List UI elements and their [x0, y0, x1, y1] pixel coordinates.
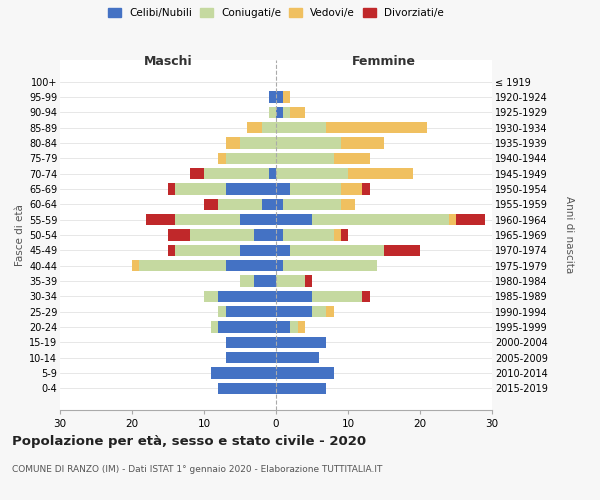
Bar: [348, 168, 413, 179]
Bar: [283, 229, 334, 241]
Bar: [276, 276, 305, 287]
Bar: [276, 137, 341, 148]
Bar: [276, 152, 334, 164]
Bar: [341, 137, 384, 148]
Bar: [298, 322, 305, 333]
Bar: [276, 322, 290, 333]
Bar: [226, 352, 276, 364]
Bar: [326, 122, 427, 134]
Bar: [312, 306, 326, 318]
Bar: [240, 276, 254, 287]
Bar: [168, 244, 175, 256]
Bar: [211, 322, 218, 333]
Bar: [334, 229, 341, 241]
Bar: [254, 229, 276, 241]
Bar: [168, 183, 175, 194]
Bar: [276, 91, 283, 102]
Bar: [240, 244, 276, 256]
Bar: [226, 306, 276, 318]
Bar: [211, 368, 276, 379]
Text: Popolazione per età, sesso e stato civile - 2020: Popolazione per età, sesso e stato civil…: [12, 435, 366, 448]
Bar: [312, 290, 362, 302]
Bar: [276, 368, 334, 379]
Bar: [226, 152, 276, 164]
Bar: [254, 276, 276, 287]
Bar: [276, 244, 290, 256]
Bar: [218, 198, 262, 210]
Bar: [276, 122, 326, 134]
Bar: [276, 336, 326, 348]
Text: COMUNE DI RANZO (IM) - Dati ISTAT 1° gennaio 2020 - Elaborazione TUTTITALIA.IT: COMUNE DI RANZO (IM) - Dati ISTAT 1° gen…: [12, 465, 382, 474]
Bar: [283, 91, 290, 102]
Bar: [146, 214, 175, 226]
Bar: [334, 152, 370, 164]
Y-axis label: Anni di nascita: Anni di nascita: [565, 196, 574, 274]
Bar: [218, 382, 276, 394]
Bar: [204, 198, 218, 210]
Bar: [276, 229, 283, 241]
Bar: [262, 122, 276, 134]
Bar: [175, 244, 240, 256]
Bar: [341, 229, 348, 241]
Bar: [226, 260, 276, 272]
Bar: [139, 260, 226, 272]
Bar: [269, 91, 276, 102]
Bar: [276, 260, 283, 272]
Bar: [276, 290, 312, 302]
Bar: [190, 168, 204, 179]
Bar: [362, 290, 370, 302]
Bar: [305, 276, 312, 287]
Bar: [226, 183, 276, 194]
Bar: [276, 198, 283, 210]
Bar: [218, 152, 226, 164]
Bar: [341, 198, 355, 210]
Legend: Celibi/Nubili, Coniugati/e, Vedovi/e, Divorziati/e: Celibi/Nubili, Coniugati/e, Vedovi/e, Di…: [108, 8, 444, 18]
Bar: [175, 214, 240, 226]
Bar: [175, 183, 226, 194]
Bar: [262, 198, 276, 210]
Bar: [269, 106, 276, 118]
Bar: [240, 137, 276, 148]
Text: Femmine: Femmine: [352, 55, 416, 68]
Bar: [204, 168, 269, 179]
Bar: [132, 260, 139, 272]
Bar: [190, 229, 254, 241]
Bar: [276, 106, 283, 118]
Bar: [276, 306, 312, 318]
Bar: [226, 137, 240, 148]
Bar: [290, 183, 341, 194]
Bar: [290, 106, 305, 118]
Bar: [247, 122, 262, 134]
Bar: [290, 322, 298, 333]
Bar: [218, 306, 226, 318]
Bar: [283, 106, 290, 118]
Bar: [384, 244, 420, 256]
Bar: [276, 168, 348, 179]
Bar: [449, 214, 456, 226]
Bar: [218, 322, 276, 333]
Bar: [204, 290, 218, 302]
Bar: [312, 214, 449, 226]
Bar: [218, 290, 276, 302]
Bar: [226, 336, 276, 348]
Bar: [276, 352, 319, 364]
Bar: [240, 214, 276, 226]
Bar: [168, 229, 190, 241]
Bar: [276, 382, 326, 394]
Bar: [362, 183, 370, 194]
Y-axis label: Fasce di età: Fasce di età: [14, 204, 25, 266]
Bar: [341, 183, 362, 194]
Bar: [290, 244, 384, 256]
Bar: [276, 214, 312, 226]
Text: Maschi: Maschi: [143, 55, 193, 68]
Bar: [276, 183, 290, 194]
Bar: [283, 198, 341, 210]
Bar: [456, 214, 485, 226]
Bar: [269, 168, 276, 179]
Bar: [326, 306, 334, 318]
Bar: [283, 260, 377, 272]
